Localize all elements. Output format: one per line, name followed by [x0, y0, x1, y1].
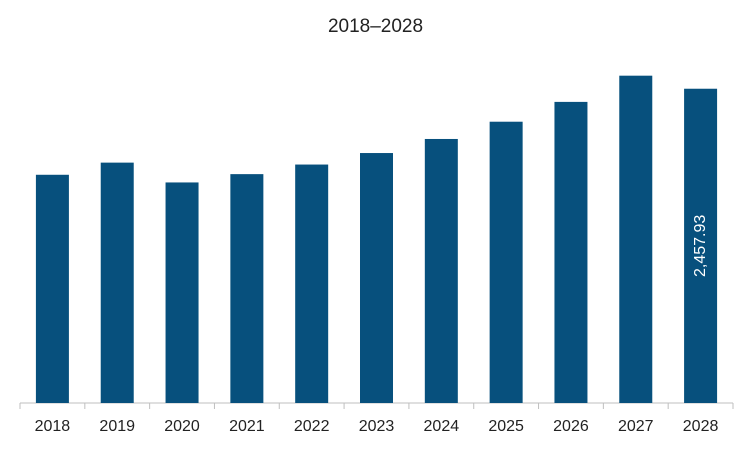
x-tick-label: 2022: [294, 418, 330, 435]
x-tick-label: 2025: [488, 418, 524, 435]
x-tick-label: 2018: [35, 418, 71, 435]
x-tick-labels-group: 2018 2019 2020 2021 2022 2023 2024 2025 2026 2027…: [35, 418, 719, 435]
x-tick-label: 2027: [618, 418, 654, 435]
x-tick-label: 2021: [229, 418, 265, 435]
chart-title: 2018–2028: [327, 16, 424, 37]
x-tick-label: 2028: [683, 418, 719, 435]
bar-2019: [100, 162, 134, 403]
bar-2018: [35, 174, 69, 403]
data-label-2028: 2,457.93: [692, 215, 709, 277]
bar-2025: [489, 121, 523, 403]
bar-2028: [684, 88, 718, 404]
bar-2026: [554, 101, 588, 404]
bars-group: [35, 75, 718, 404]
bar-2020: [165, 182, 199, 403]
bar-2021: [230, 174, 264, 403]
bar-2022: [295, 164, 329, 403]
x-tick-label: 2023: [359, 418, 395, 435]
x-tick-label: 2024: [424, 418, 460, 435]
x-tick-label: 2026: [553, 418, 589, 435]
x-ticks-group: [19, 403, 734, 409]
bar-2023: [360, 153, 393, 403]
data-labels-group: 2,457.93: [692, 215, 709, 277]
x-tick-label: 2019: [99, 418, 135, 435]
x-tick-label: 2020: [164, 418, 200, 435]
bar-2027: [619, 75, 653, 403]
bar-2024: [424, 138, 458, 403]
